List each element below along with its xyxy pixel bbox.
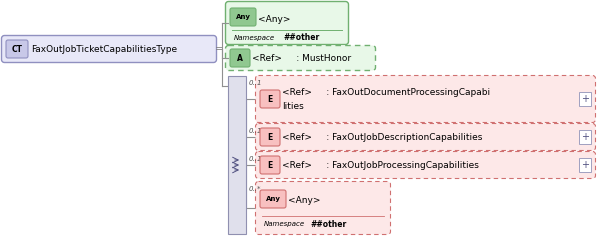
Bar bbox=[228, 76, 246, 234]
FancyBboxPatch shape bbox=[230, 8, 256, 26]
FancyBboxPatch shape bbox=[225, 45, 376, 70]
Text: =: = bbox=[215, 44, 223, 54]
Text: 0..1: 0..1 bbox=[249, 128, 262, 134]
Text: +: + bbox=[581, 94, 589, 104]
Text: <Any>: <Any> bbox=[288, 196, 320, 205]
Text: A: A bbox=[237, 53, 243, 62]
Text: E: E bbox=[267, 160, 273, 170]
Text: 0..1: 0..1 bbox=[249, 156, 262, 162]
FancyBboxPatch shape bbox=[6, 40, 28, 58]
FancyBboxPatch shape bbox=[230, 49, 250, 67]
Text: <Ref>     : FaxOutJobProcessingCapabilities: <Ref> : FaxOutJobProcessingCapabilities bbox=[282, 160, 479, 170]
Text: ##other: ##other bbox=[283, 34, 319, 43]
Text: Namespace: Namespace bbox=[264, 221, 305, 227]
Text: +: + bbox=[581, 132, 589, 142]
Bar bbox=[579, 92, 591, 106]
Bar bbox=[579, 130, 591, 144]
Text: lities: lities bbox=[282, 102, 304, 111]
Text: <Any>: <Any> bbox=[258, 15, 290, 24]
Text: CT: CT bbox=[12, 44, 23, 53]
FancyBboxPatch shape bbox=[256, 182, 390, 234]
Text: Any: Any bbox=[266, 196, 281, 202]
FancyBboxPatch shape bbox=[256, 76, 596, 122]
FancyBboxPatch shape bbox=[260, 128, 280, 146]
FancyBboxPatch shape bbox=[1, 35, 217, 62]
Text: <Ref>     : FaxOutJobDescriptionCapabilities: <Ref> : FaxOutJobDescriptionCapabilities bbox=[282, 132, 482, 141]
Text: ##other: ##other bbox=[310, 219, 347, 228]
Text: 0..*: 0..* bbox=[249, 186, 261, 192]
FancyBboxPatch shape bbox=[260, 156, 280, 174]
FancyBboxPatch shape bbox=[260, 90, 280, 108]
Text: E: E bbox=[267, 132, 273, 141]
Text: 0..1: 0..1 bbox=[249, 80, 262, 86]
Bar bbox=[579, 158, 591, 172]
FancyBboxPatch shape bbox=[225, 1, 348, 44]
Text: +: + bbox=[581, 160, 589, 170]
Text: Any: Any bbox=[236, 14, 250, 20]
Text: Namespace: Namespace bbox=[234, 35, 275, 41]
FancyBboxPatch shape bbox=[256, 123, 596, 150]
Text: <Ref>     : FaxOutDocumentProcessingCapabi: <Ref> : FaxOutDocumentProcessingCapabi bbox=[282, 87, 490, 96]
Text: <Ref>     : MustHonor: <Ref> : MustHonor bbox=[252, 53, 351, 62]
FancyBboxPatch shape bbox=[260, 190, 286, 208]
Text: FaxOutJobTicketCapabilitiesType: FaxOutJobTicketCapabilitiesType bbox=[31, 44, 177, 53]
FancyBboxPatch shape bbox=[256, 151, 596, 179]
Text: E: E bbox=[267, 95, 273, 104]
